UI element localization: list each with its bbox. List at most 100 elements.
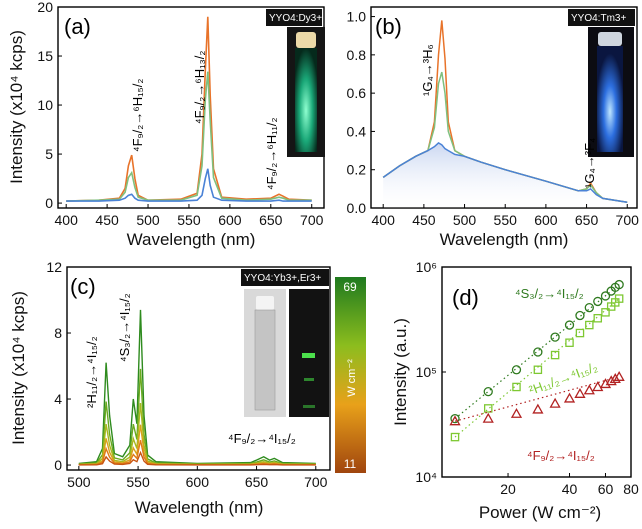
panel-d-series-3-point	[482, 412, 494, 423]
panel-d-fit-line-1	[454, 284, 620, 420]
panel-a-annotation-3: ⁴F₉/₂→⁶H₁₁/₂	[264, 117, 279, 190]
y-tick-label: 10	[37, 97, 53, 113]
y-tick-label: 0.8	[347, 47, 367, 63]
x-tick-label: 700	[616, 212, 640, 228]
panel-d-series-3-point	[609, 373, 621, 384]
x-tick-label: 550	[177, 212, 201, 228]
panel-d-plot-area	[449, 279, 625, 442]
panel-d-series-2-point	[593, 314, 603, 323]
panel-d-label: (d)	[452, 285, 479, 310]
panel-d-series-2-point	[575, 328, 585, 338]
panel-d-series-1-point	[593, 296, 603, 307]
panel-b-annotation-2: ¹G₄→³F₄	[582, 138, 597, 188]
panel-a-label: (a)	[64, 14, 91, 39]
panel-b-plot-area	[382, 20, 628, 208]
panel-d-series-2-point	[565, 338, 574, 347]
x-tick-label: 550	[126, 474, 150, 490]
panel-d-series-1-point	[483, 386, 493, 397]
x-tick-label: 600	[534, 212, 558, 228]
x-tick-label: 500	[67, 474, 91, 490]
panel-c-plot-area	[78, 309, 316, 466]
panel-c-annotation-3: ⁴F₉/₂→⁴I₁₅/₂	[228, 431, 296, 446]
panel-d-ylabel: Intensity (a.u.)	[391, 318, 410, 426]
panel-a-series-2-line	[66, 71, 312, 202]
x-tick-label: 700	[304, 474, 328, 490]
y-tick-label: 0.4	[347, 123, 367, 139]
panel-d-series-1-point	[584, 303, 594, 313]
panel-d-series-1-point	[564, 320, 575, 330]
panel-d-axes: 20 40 60 80 10⁴ 10⁵ 10⁶	[415, 259, 639, 497]
panel-a-axes: 400 450 500 550 600 650 700 0 5 10 15 20	[37, 0, 323, 228]
x-tick-label: 400	[372, 212, 396, 228]
panel-c-axes: 500 550 600 650 700 0 4 8 12	[46, 259, 327, 490]
x-tick-label: 80	[623, 481, 639, 497]
panel-d-series-1-point	[550, 332, 560, 342]
x-tick-label: 450	[95, 212, 119, 228]
x-tick-label: 650	[245, 474, 269, 490]
y-tick-label: 0.6	[347, 85, 367, 101]
panel-d-series-3-point	[563, 392, 576, 403]
panel-d-series-2-point	[601, 308, 610, 317]
panel-d-series-3-point	[583, 384, 595, 395]
panel-a: 400 450 500 550 600 650 700 0 5 10 15 20 (a) YYO4:D…	[7, 0, 325, 249]
panel-a-ylabel: Intensity (x10⁴ kcps)	[7, 30, 26, 184]
panel-a-tag-box	[266, 9, 322, 26]
x-tick-label: 500	[136, 212, 160, 228]
x-tick-label: 600	[218, 212, 242, 228]
panel-c-ylabel: Intensity (x10⁴ kcps)	[9, 291, 28, 445]
panel-d-fit-line-3	[454, 376, 620, 422]
panel-d: 20 40 60 80 10⁴ 10⁵ 10⁶ (d) ⁴S₃/₂→⁴I₁₅/₂ ²H₁₁/…	[391, 259, 639, 522]
panel-c-tag-box	[241, 269, 329, 286]
panel-d-series-2-point	[614, 294, 624, 303]
panel-d-series-2-point	[450, 432, 460, 442]
panel-c-series-1-line	[78, 309, 316, 465]
panel-b-series-2-line	[382, 71, 628, 204]
panel-d-legend-f92: ⁴F₉/₂→⁴I₁₅/₂	[527, 448, 595, 463]
panel-d-legend-h112: ²H₁₁/₂→⁴I₁₅/₂	[527, 359, 599, 398]
panel-c-series-2-line	[78, 368, 316, 465]
y-tick-label: 0.2	[347, 162, 367, 178]
x-tick-label: 600	[186, 474, 210, 490]
panel-d-series-2-point	[585, 320, 594, 330]
panel-d-series-1-point	[511, 365, 522, 375]
panel-a-frame	[57, 6, 325, 209]
panel-d-series-1-point	[600, 291, 611, 301]
panel-d-legend-s32: ⁴S₃/₂→⁴I₁₅/₂	[515, 286, 584, 301]
panel-d-series-3-point	[449, 415, 461, 426]
panel-c-colorbar: 69 11 W cm⁻²	[335, 277, 366, 473]
panel-d-series-3-point	[605, 375, 617, 386]
panel-c-xlabel: Wavelength (nm)	[135, 498, 264, 517]
panel-d-series-3-point	[574, 387, 586, 398]
y-tick-label: 8	[54, 325, 62, 341]
x-tick-label: 40	[562, 481, 578, 497]
panel-d-series-2-point	[483, 404, 493, 413]
y-tick-label: 12	[46, 259, 62, 275]
y-tick-label: 0	[45, 195, 53, 211]
y-tick-label: 15	[37, 48, 53, 64]
colorbar-title: W cm⁻²	[346, 359, 358, 397]
y-tick-label: 0	[54, 457, 62, 473]
x-tick-label: 60	[598, 481, 614, 497]
panel-b-baseline-fill	[383, 142, 628, 208]
y-tick-label: 10⁶	[416, 259, 437, 275]
panel-c-vial-photos	[244, 289, 329, 417]
y-tick-label: 1.0	[347, 9, 367, 25]
y-tick-label: 10⁴	[415, 469, 437, 485]
panel-b: 400 450 500 550 600 650 7000.00.20.40.60.81.0 …	[347, 6, 640, 249]
panel-d-series-1-point	[614, 279, 624, 290]
x-tick-label: 400	[55, 212, 79, 228]
y-tick-label: 20	[37, 0, 53, 15]
panel-d-series-1-point	[575, 310, 585, 321]
panel-d-series-3-point	[532, 403, 544, 414]
panel-a-tag: YYO4:Dy3+	[269, 13, 322, 24]
panel-b-xlabel: Wavelength (nm)	[440, 230, 569, 249]
panel-b-label: (b)	[375, 14, 402, 39]
x-tick-label: 650	[259, 212, 283, 228]
panel-b-series-3-line	[382, 141, 628, 204]
panel-a-series-3-line	[66, 168, 312, 202]
x-tick-label: 650	[575, 212, 599, 228]
panel-b-axes: 400 450 500 550 600 650 700 0.0 0.2 0.4 0.6 0.8 1.0	[347, 9, 640, 228]
panel-c-label: (c)	[70, 274, 96, 299]
panel-d-series-1-point	[533, 347, 543, 357]
panel-d-series-2-point	[533, 365, 543, 375]
